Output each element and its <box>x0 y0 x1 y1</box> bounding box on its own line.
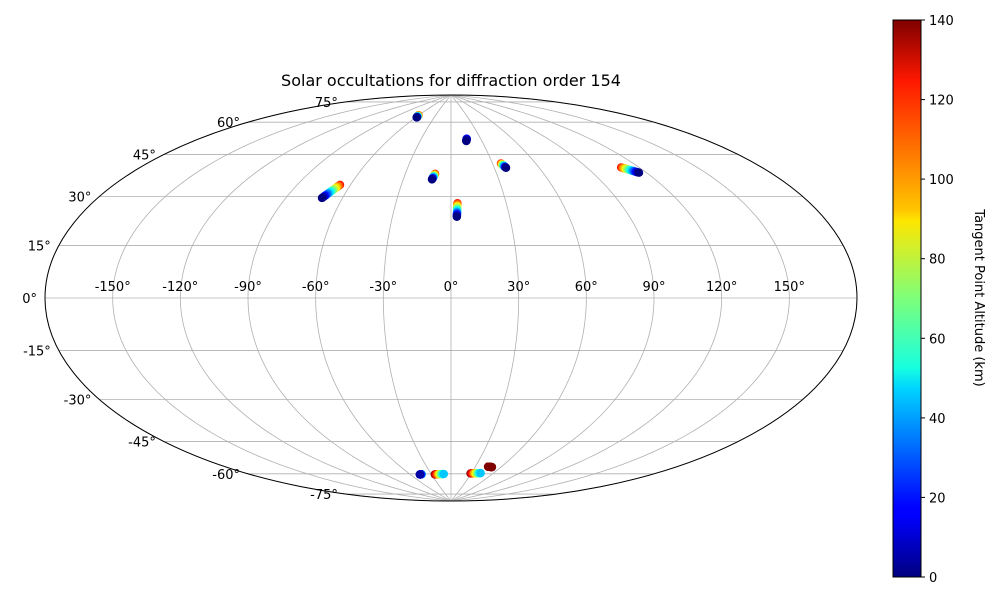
longitude-tick-label: 120° <box>706 280 737 295</box>
map-boundary <box>44 94 858 502</box>
data-point <box>487 462 497 472</box>
data-point <box>427 175 437 184</box>
latitude-tick-label: 0° <box>22 292 37 307</box>
map-grid <box>44 94 858 502</box>
latitude-tick-label: -15° <box>23 345 51 360</box>
latitude-labels: -75° -60° -45° -30° -15° 0° 15° 30° 45° 60° 75° <box>22 96 338 503</box>
longitude-tick-label: 30° <box>507 280 530 295</box>
colorbar-tick-label: 40 <box>929 412 946 427</box>
colorbar-tick-label: 120 <box>929 94 954 109</box>
colorbar-tick-label: 60 <box>929 332 946 347</box>
latitude-tick-label: -30° <box>64 394 92 409</box>
data-point <box>317 193 327 203</box>
colorbar-tick-label: 20 <box>929 491 946 506</box>
latitude-tick-label: 30° <box>68 191 91 206</box>
data-point <box>412 113 421 122</box>
data-point <box>415 470 424 479</box>
latitude-tick-label: -75° <box>310 488 338 503</box>
colorbar-tick-label: 100 <box>929 173 954 188</box>
longitude-tick-label: -30° <box>369 280 397 295</box>
data-point <box>452 212 462 221</box>
colorbar-ticks: 0 20 40 60 80 100 120 140 <box>921 14 954 586</box>
latitude-tick-label: 75° <box>315 96 338 111</box>
data-point <box>476 468 485 478</box>
data-points <box>317 110 644 479</box>
longitude-tick-label: 0° <box>444 280 459 295</box>
latitude-tick-label: 45° <box>133 149 156 164</box>
longitude-tick-label: -120° <box>162 280 198 295</box>
data-point <box>634 168 644 177</box>
colorbar-tick-label: 80 <box>929 253 946 268</box>
longitude-tick-label: 60° <box>575 280 598 295</box>
colorbar-tick-label: 140 <box>929 14 954 29</box>
colorbar-tick-label: 0 <box>929 571 937 586</box>
chart-title: Solar occultations for diffraction order… <box>281 71 621 90</box>
longitude-tick-label: 150° <box>774 280 805 295</box>
data-point <box>501 163 511 172</box>
latitude-tick-label: 60° <box>217 116 240 131</box>
latitude-tick-label: -60° <box>212 468 240 483</box>
longitude-tick-label: -90° <box>234 280 262 295</box>
data-point <box>439 469 449 479</box>
longitude-tick-label: -150° <box>95 280 131 295</box>
longitude-labels: -150° -120° -90° -60° -30° 0° 30° 60° 90° 120° 150… <box>95 280 805 295</box>
latitude-tick-label: 15° <box>28 240 51 255</box>
latitude-tick-label: -45° <box>128 436 156 451</box>
data-point <box>462 136 471 146</box>
longitude-tick-label: 90° <box>642 280 665 295</box>
colorbar-label: Tangent Point Altitude (km) <box>971 208 986 386</box>
colorbar <box>892 19 922 578</box>
longitude-tick-label: -60° <box>302 280 330 295</box>
